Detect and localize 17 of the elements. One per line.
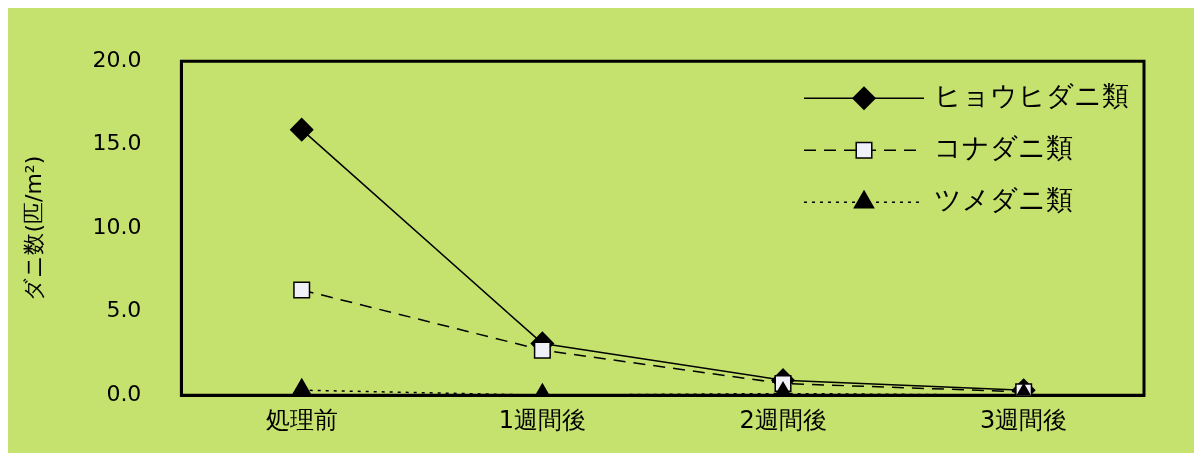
y-tick-label: 15.0 xyxy=(92,130,142,156)
point xyxy=(533,341,551,359)
x-tick-label: 3週間後 xyxy=(980,405,1068,434)
x-tick-label: 1週間後 xyxy=(498,405,587,434)
legend-label: ヒョウヒダニ類 xyxy=(934,80,1129,112)
x-tick-label: 処理前 xyxy=(265,405,338,434)
y-tick-label: 5.0 xyxy=(106,297,142,323)
point xyxy=(293,281,311,299)
point xyxy=(289,117,314,142)
y-tick-label: 20.0 xyxy=(92,46,142,72)
point xyxy=(291,378,312,396)
y-tick-label: 0.0 xyxy=(106,380,142,406)
legend-label: コナダニ類 xyxy=(934,132,1073,164)
x-tick-label: 2週間後 xyxy=(739,405,827,434)
legend-label: ツメダニ類 xyxy=(934,184,1073,216)
y-axis-title: ダニ数(匹/m²) xyxy=(20,155,46,301)
y-tick-label: 10.0 xyxy=(92,213,142,239)
